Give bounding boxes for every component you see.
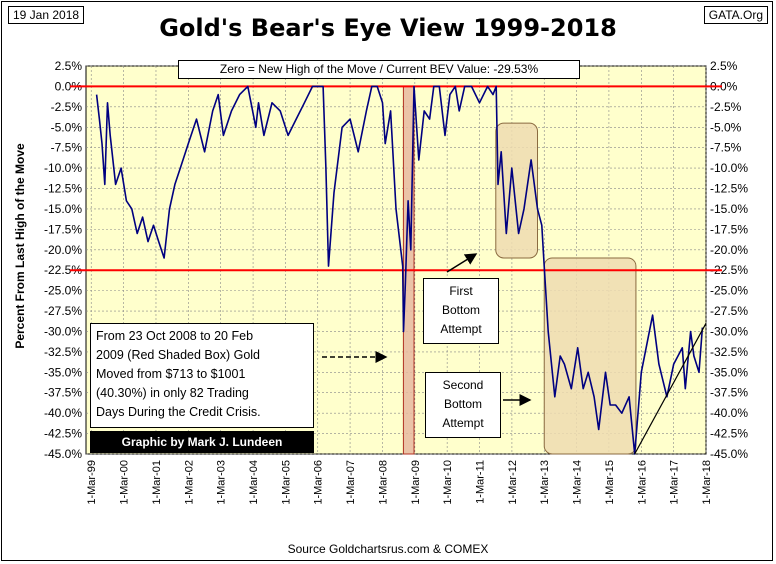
- y-axis-label: Percent From Last High of the Move: [13, 143, 27, 349]
- x-tick-label: 1-Mar-01: [151, 460, 163, 505]
- x-tick-label: 1-Mar-02: [183, 460, 195, 505]
- y-tick-label-left: -32.5%: [44, 345, 82, 359]
- y-tick-label-right: -22.5%: [710, 263, 748, 277]
- y-tick-label-right: -25.0%: [710, 284, 748, 298]
- annotation-line: First: [449, 284, 473, 298]
- x-tick-label: 1-Mar-16: [636, 460, 648, 505]
- x-tick-label: 1-Mar-10: [442, 460, 454, 505]
- chart-title: Gold's Bear's Eye View 1999-2018: [159, 14, 617, 42]
- annotation-line: Bottom: [441, 303, 480, 317]
- first-bottom-annotation: First Bottom Attempt: [423, 278, 499, 344]
- y-tick-label-left: -27.5%: [44, 304, 82, 318]
- y-tick-label-right: -10.0%: [710, 161, 748, 175]
- bev-series-line: [95, 85, 704, 455]
- chart-date: 19 Jan 2018: [8, 6, 85, 24]
- x-tick-label: 1-Mar-06: [313, 460, 325, 505]
- x-tick-label: 1-Mar-11: [474, 460, 486, 504]
- x-tick-label: 1-Mar-15: [604, 460, 616, 505]
- y-tick-label-right: -20.0%: [710, 243, 748, 257]
- x-tick-label: 1-Mar-18: [701, 460, 713, 505]
- y-tick-label-right: -17.5%: [710, 222, 748, 236]
- annotation-line: Attempt: [440, 322, 482, 336]
- shaded-box-2: [495, 122, 539, 259]
- y-tick-label-left: -17.5%: [44, 222, 82, 236]
- x-tick-label: 1-Mar-00: [119, 460, 131, 505]
- y-tick-label-left: -20.0%: [44, 243, 82, 257]
- y-tick-label-left: -42.5%: [44, 427, 82, 441]
- y-tick-label-left: -35.0%: [44, 365, 82, 379]
- credit-crisis-info-box: From 23 Oct 2008 to 20 Feb 2009 (Red Sha…: [90, 323, 314, 428]
- y-tick-label-left: -10.0%: [44, 161, 82, 175]
- annotation-line: Second: [442, 378, 484, 392]
- y-tick-label-right: 2.5%: [710, 59, 738, 73]
- info-line: Moved from $713 to $1001: [96, 367, 246, 381]
- x-tick-label: 1-Mar-07: [345, 460, 357, 505]
- annotation-line: Bottom: [443, 397, 482, 411]
- x-tick-label: 1-Mar-04: [248, 460, 260, 505]
- y-tick-label-right: -7.5%: [710, 141, 742, 155]
- y-tick-label-right: -35.0%: [710, 365, 748, 379]
- y-tick-label-right: -27.5%: [710, 304, 748, 318]
- y-tick-label-right: 0.0%: [710, 79, 738, 93]
- x-tick-label: 1-Mar-08: [377, 460, 389, 505]
- y-tick-label-right: -5.0%: [710, 120, 742, 134]
- y-tick-label-right: -37.5%: [710, 386, 748, 400]
- y-tick-label-left: -15.0%: [44, 202, 82, 216]
- chart-source: Source Goldchartsrus.com & COMEX: [287, 542, 489, 556]
- y-tick-label-right: -12.5%: [710, 182, 748, 196]
- x-tick-label: 1-Mar-99: [86, 460, 98, 505]
- info-line: 2009 (Red Shaded Box) Gold: [96, 348, 260, 362]
- y-tick-label-left: -22.5%: [44, 263, 82, 277]
- y-tick-label-right: -30.0%: [710, 324, 748, 338]
- support-trend-line: [634, 323, 707, 455]
- x-tick-label: 1-Mar-09: [410, 460, 422, 505]
- y-tick-label-left: -7.5%: [51, 141, 83, 155]
- y-tick-label-left: -5.0%: [51, 120, 83, 134]
- first-bottom-arrow: [446, 253, 478, 273]
- y-tick-label-right: -2.5%: [710, 100, 742, 114]
- graphic-credit: Graphic by Mark J. Lundeen: [90, 431, 314, 453]
- x-tick-label: 1-Mar-03: [216, 460, 228, 505]
- x-tick-label: 1-Mar-17: [669, 460, 681, 505]
- x-tick-label: 1-Mar-14: [572, 460, 584, 505]
- source-site: GATA.Org: [703, 6, 768, 24]
- y-tick-label-left: -45.0%: [44, 447, 82, 461]
- y-tick-label-right: -42.5%: [710, 427, 748, 441]
- y-tick-label-right: -40.0%: [710, 406, 748, 420]
- second-bottom-annotation: Second Bottom Attempt: [425, 372, 501, 438]
- info-line: (40.30%) in only 82 Trading: [96, 386, 249, 400]
- y-tick-label-left: 2.5%: [55, 59, 83, 73]
- info-line: From 23 Oct 2008 to 20 Feb: [96, 329, 254, 343]
- shaded-box-3: [543, 257, 637, 455]
- y-tick-label-left: -2.5%: [51, 100, 83, 114]
- y-tick-label-right: -15.0%: [710, 202, 748, 216]
- x-tick-label: 1-Mar-05: [280, 460, 292, 505]
- y-tick-label-left: -40.0%: [44, 406, 82, 420]
- y-tick-label-left: -12.5%: [44, 182, 82, 196]
- y-tick-label-left: 0.0%: [55, 79, 83, 93]
- info-line: Days During the Credit Crisis.: [96, 405, 261, 419]
- x-tick-label: 1-Mar-12: [507, 460, 519, 505]
- y-tick-label-left: -37.5%: [44, 386, 82, 400]
- bev-value-label: Zero = New High of the Move / Current BE…: [178, 60, 580, 79]
- annotation-line: Attempt: [442, 416, 484, 430]
- y-tick-label-right: -45.0%: [710, 447, 748, 461]
- x-tick-label: 1-Mar-13: [539, 460, 551, 505]
- y-tick-label-left: -30.0%: [44, 324, 82, 338]
- y-tick-label-left: -25.0%: [44, 284, 82, 298]
- y-tick-label-right: -32.5%: [710, 345, 748, 359]
